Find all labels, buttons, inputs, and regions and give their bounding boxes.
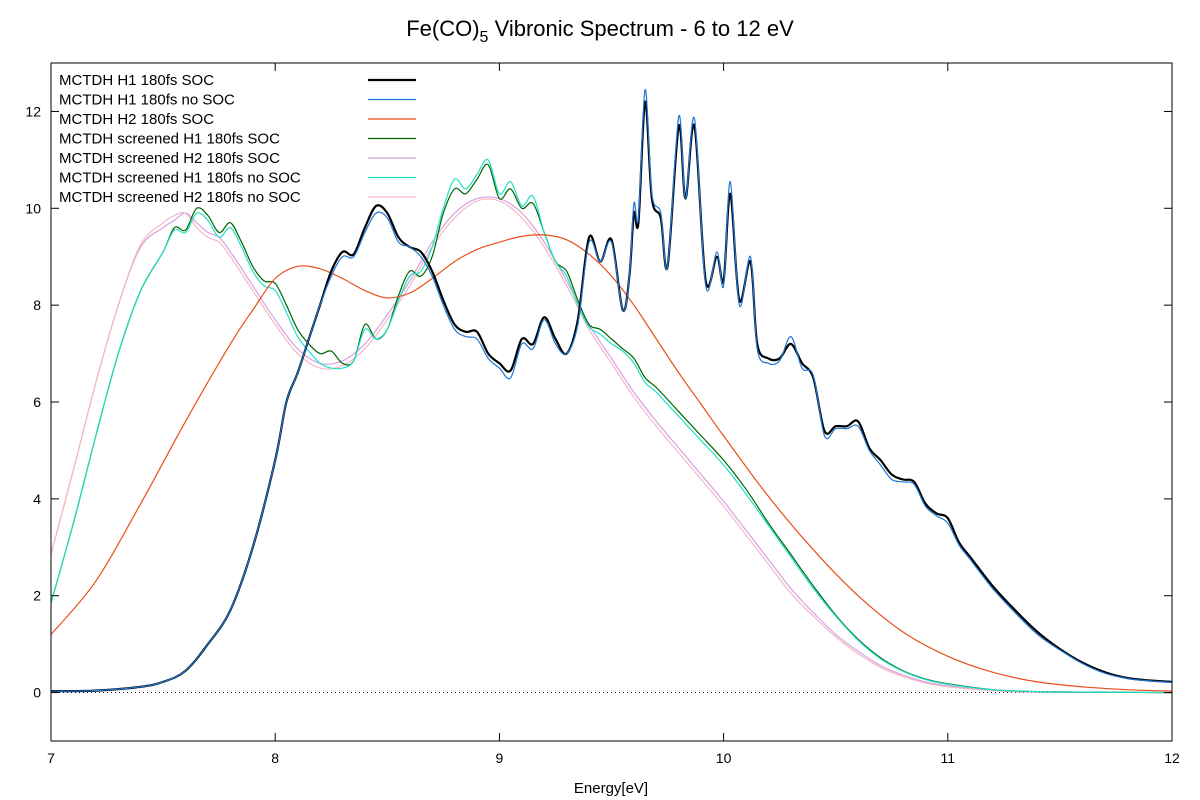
series-line-0 bbox=[50, 100, 1173, 693]
legend-label: MCTDH screened H2 180fs no SOC bbox=[59, 189, 301, 206]
series-line-1 bbox=[50, 88, 1173, 692]
x-tick-label: 11 bbox=[941, 750, 956, 766]
chart-title: Fe(CO)5 Vibronic Spectrum - 6 to 12 eV bbox=[406, 16, 794, 46]
x-tick-label: 7 bbox=[47, 750, 55, 766]
series-layer bbox=[50, 88, 1173, 694]
legend: MCTDH H1 180fs SOC MCTDH H1 180fs no SOC M… bbox=[59, 72, 416, 206]
series-line-2 bbox=[50, 234, 1173, 692]
y-tick-label: 2 bbox=[33, 588, 41, 604]
y-tick-label: 8 bbox=[33, 297, 41, 313]
chart-title-suffix: Vibronic Spectrum - 6 to 12 eV bbox=[488, 16, 794, 41]
legend-label: MCTDH screened H2 180fs SOC bbox=[59, 150, 280, 167]
chart-title-subscript: 5 bbox=[480, 29, 489, 46]
legend-label: MCTDH screened H1 180fs SOC bbox=[59, 131, 280, 148]
series-line-3 bbox=[50, 163, 1173, 694]
series-line-5 bbox=[50, 158, 1173, 694]
y-tick-label: 10 bbox=[25, 200, 41, 216]
y-tick-label: 12 bbox=[25, 103, 41, 119]
y-tick-label: 4 bbox=[33, 491, 41, 507]
legend-label: MCTDH H2 180fs SOC bbox=[59, 111, 214, 128]
y-axis: 0 2 4 6 8 10 12 bbox=[25, 103, 1172, 701]
legend-label: MCTDH H1 180fs SOC bbox=[59, 72, 214, 89]
legend-label: MCTDH screened H1 180fs no SOC bbox=[59, 170, 301, 187]
x-tick-label: 8 bbox=[271, 750, 279, 766]
series-line-6 bbox=[50, 198, 1173, 694]
chart-title-prefix: Fe(CO) bbox=[406, 16, 479, 41]
legend-label: MCTDH H1 180fs no SOC bbox=[59, 92, 235, 109]
y-tick-label: 6 bbox=[33, 394, 41, 410]
x-axis: 7 8 9 10 11 12 bbox=[47, 63, 1180, 766]
x-axis-label: Energy[eV] bbox=[574, 780, 648, 797]
y-tick-label: 0 bbox=[33, 685, 41, 701]
x-tick-label: 10 bbox=[716, 750, 732, 766]
x-tick-label: 9 bbox=[496, 750, 504, 766]
series-line-4 bbox=[50, 196, 1173, 694]
x-tick-label: 12 bbox=[1164, 750, 1180, 766]
